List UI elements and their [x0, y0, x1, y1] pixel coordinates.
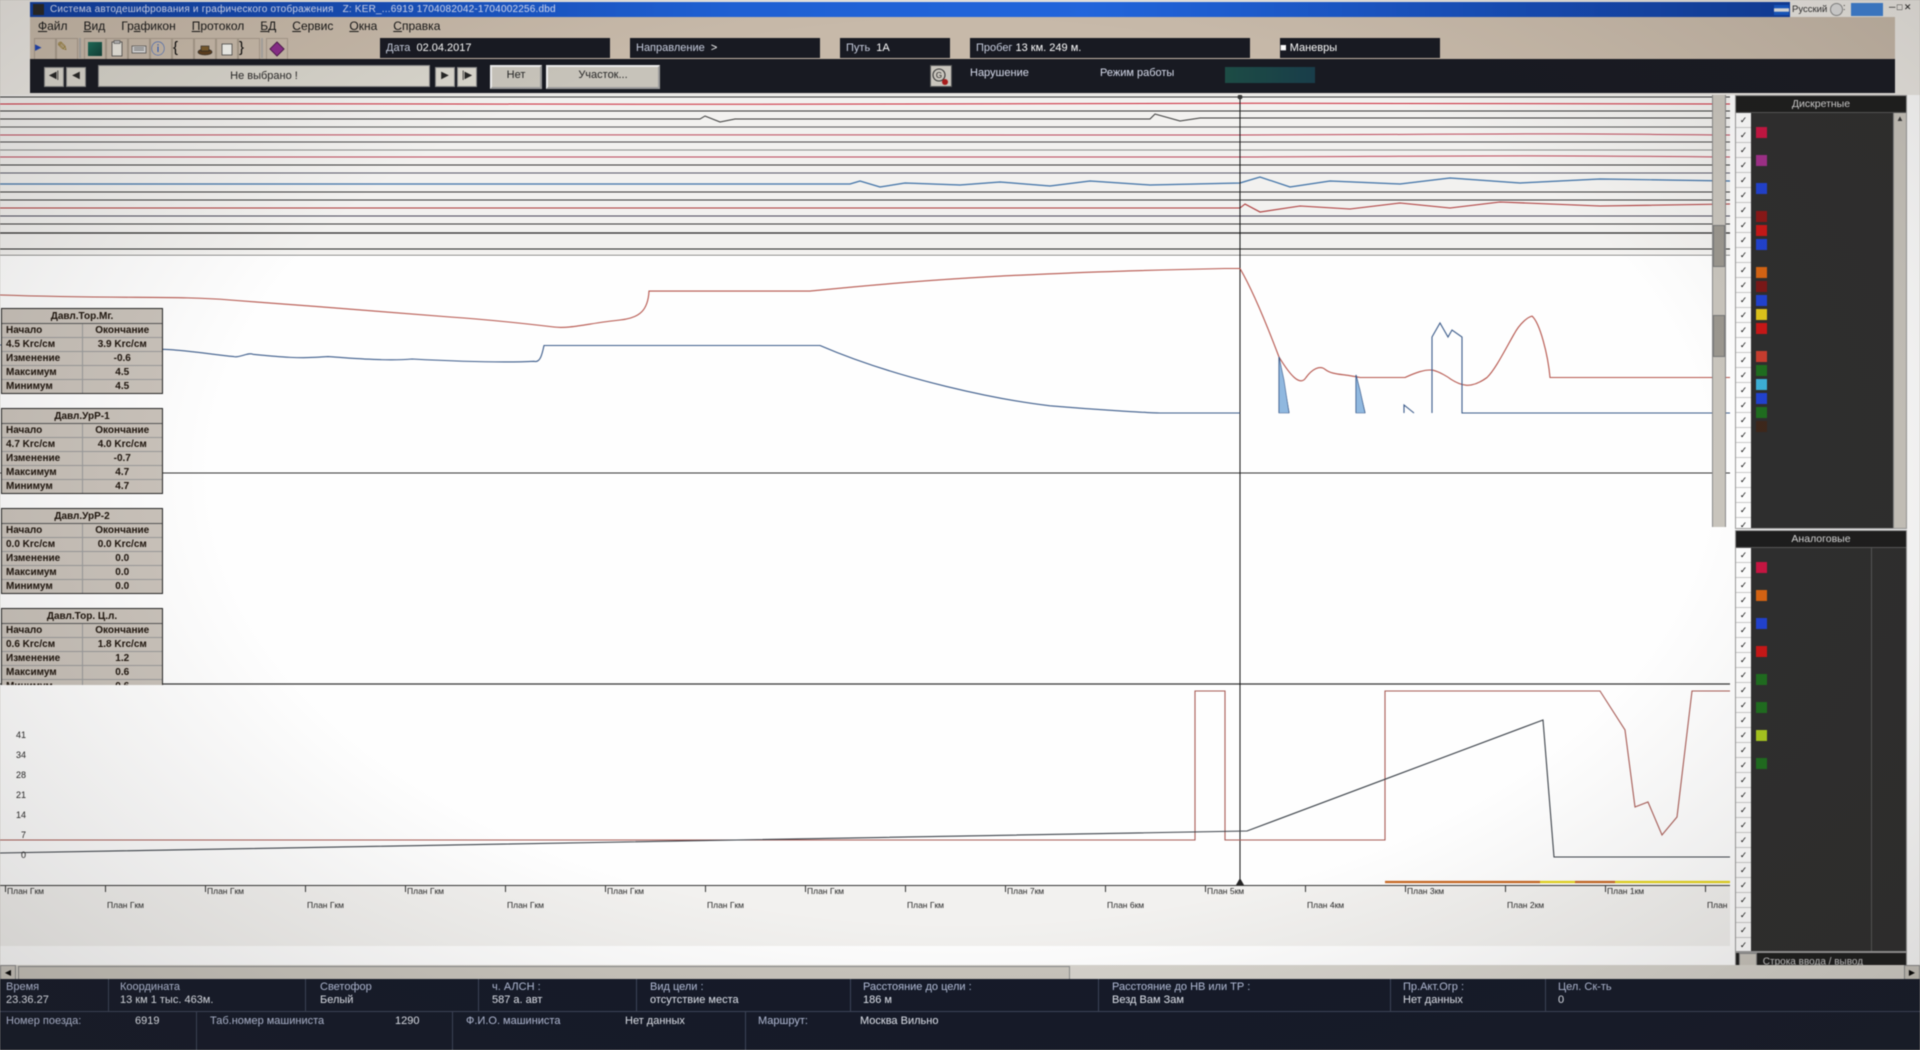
- svg-text:G: G: [936, 71, 942, 80]
